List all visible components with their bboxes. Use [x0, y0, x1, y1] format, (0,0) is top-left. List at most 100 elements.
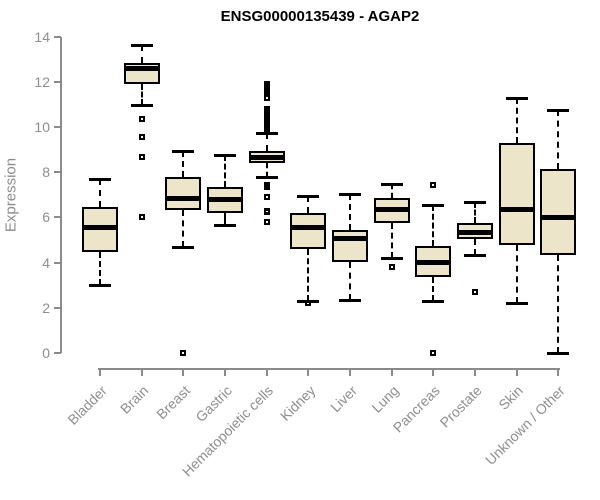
lower-whisker-cap [422, 300, 445, 304]
upper-whisker [182, 150, 185, 177]
median-line [540, 214, 577, 220]
outlier-point [430, 350, 437, 356]
x-axis-tick [182, 368, 185, 376]
lower-whisker [224, 212, 226, 226]
outlier-point [138, 214, 145, 221]
lower-whisker-cap [339, 298, 361, 302]
median-line [82, 225, 118, 231]
upper-whisker [140, 44, 143, 63]
upper-whisker-cap [89, 178, 111, 182]
outlier-point [263, 126, 270, 133]
chart-title: ENSG00000135439 - AGAP2 [220, 8, 420, 25]
x-category-label: Liver [326, 382, 360, 416]
x-category-label: Bladder [64, 382, 110, 428]
upper-whisker-cap [547, 109, 570, 113]
upper-whisker [349, 193, 351, 230]
lower-whisker-cap [547, 352, 570, 355]
median-line [457, 229, 493, 235]
lower-whisker [474, 238, 476, 255]
median-line [498, 207, 535, 213]
x-axis-line [98, 368, 560, 370]
x-axis-tick [140, 368, 143, 376]
lower-whisker-cap [89, 284, 111, 288]
box-Breast [165, 176, 202, 210]
x-category-label: Prostate [436, 382, 485, 431]
outlier-point [430, 181, 437, 188]
y-axis-tick [54, 126, 61, 129]
upper-whisker-cap [422, 204, 445, 208]
lower-whisker-cap [505, 302, 528, 306]
y-axis-tick [54, 216, 61, 219]
x-category-label: Brain [116, 382, 152, 417]
upper-whisker-cap [297, 195, 320, 199]
upper-whisker [432, 205, 435, 246]
x-axis-tick [349, 368, 351, 376]
lower-whisker [99, 252, 101, 286]
x-axis-tick [265, 368, 268, 376]
outlier-point [138, 153, 145, 160]
median-line [248, 155, 285, 161]
y-tick-label: 4 [42, 254, 50, 271]
median-line [373, 207, 410, 213]
upper-whisker-cap [339, 192, 361, 196]
outlier-point [305, 300, 312, 307]
outlier-point [138, 134, 145, 141]
y-tick-label: 12 [34, 73, 50, 90]
upper-whisker [390, 183, 393, 199]
median-line [207, 196, 243, 202]
upper-whisker [224, 155, 226, 187]
lower-whisker [182, 209, 185, 247]
lower-whisker-cap [214, 224, 236, 228]
upper-whisker-cap [130, 43, 153, 47]
x-axis-tick [390, 368, 393, 376]
outlier-point [263, 83, 270, 90]
lower-whisker-cap [255, 175, 278, 179]
box-Unknown / Other [540, 168, 577, 255]
outlier-point [263, 194, 270, 201]
y-axis-tick [54, 352, 61, 354]
upper-whisker-cap [505, 96, 528, 100]
upper-whisker [265, 132, 268, 151]
upper-whisker-cap [172, 149, 195, 153]
y-axis-tick [54, 80, 61, 83]
upper-whisker-cap [214, 154, 236, 158]
lower-whisker-cap [130, 103, 153, 107]
median-line [290, 225, 327, 231]
x-axis-tick [557, 368, 560, 376]
box-Liver [332, 229, 368, 262]
upper-whisker [307, 196, 310, 213]
box-Kidney [290, 212, 327, 250]
y-axis-tick [54, 261, 61, 264]
lower-whisker [515, 244, 518, 304]
upper-whisker-cap [464, 200, 486, 204]
upper-whisker [99, 179, 101, 208]
x-axis-tick [515, 368, 518, 376]
lower-whisker [307, 249, 310, 302]
y-tick-label: 10 [34, 119, 50, 136]
outlier-point [263, 219, 270, 225]
lower-whisker [140, 84, 143, 105]
x-axis-tick [224, 368, 226, 376]
x-category-label: Breast [153, 382, 194, 423]
box-Skin [498, 142, 535, 245]
x-category-label: Kidney [276, 382, 319, 424]
y-axis-tick [54, 306, 61, 309]
outlier-point [388, 264, 395, 271]
outlier-point [263, 94, 270, 101]
y-axis-line [60, 36, 62, 353]
outlier-point [138, 116, 145, 123]
outlier-point [180, 350, 187, 356]
x-category-label: Lung [367, 382, 402, 416]
x-category-label: Unknown / Other [482, 382, 569, 468]
x-category-label: Skin [495, 382, 527, 413]
lower-whisker [557, 254, 560, 353]
x-axis-tick [432, 368, 435, 376]
upper-whisker [515, 97, 518, 143]
lower-whisker [349, 261, 351, 300]
median-line [165, 195, 202, 201]
upper-whisker [557, 110, 560, 169]
y-tick-label: 6 [42, 209, 50, 226]
y-tick-label: 8 [42, 164, 50, 181]
upper-whisker-cap [380, 182, 403, 186]
